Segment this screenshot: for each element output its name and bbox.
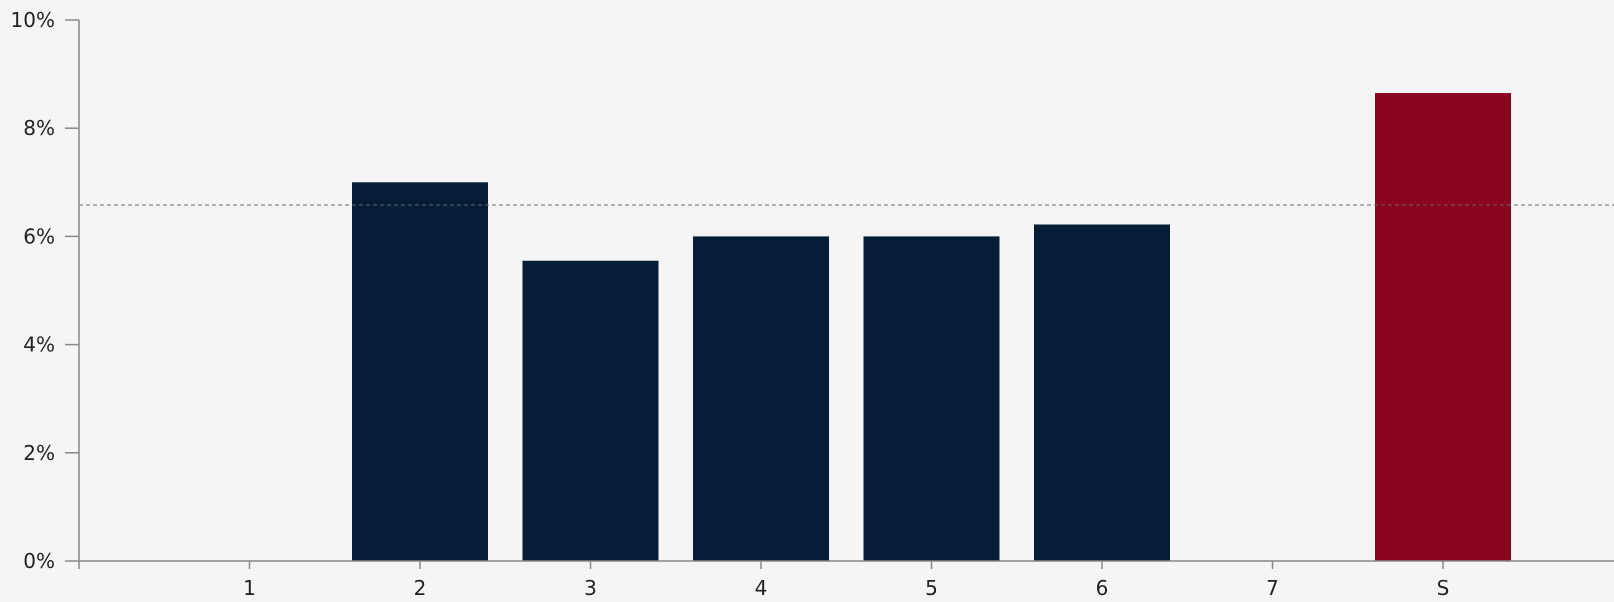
x-tick-label: 4 — [755, 576, 768, 600]
bars — [352, 93, 1511, 562]
axes — [78, 20, 1614, 569]
y-axis: 0% 2% 4% 6% 8% 10% — [11, 8, 79, 573]
x-axis: 1 2 3 4 5 6 7 S — [243, 561, 1449, 600]
y-tick-label: 2% — [23, 441, 55, 465]
bar-S — [1375, 93, 1511, 561]
bar-4 — [693, 236, 829, 561]
x-tick-label: 6 — [1096, 576, 1109, 600]
bar-5 — [863, 236, 1000, 561]
bar-3 — [522, 260, 659, 561]
y-tick-label: 4% — [23, 333, 55, 357]
y-tick-label: 10% — [11, 8, 55, 32]
x-tick-label: 1 — [243, 576, 256, 600]
y-tick-label: 8% — [23, 116, 55, 140]
x-tick-label: S — [1437, 576, 1450, 600]
x-tick-label: 2 — [414, 576, 427, 600]
y-tick-label: 6% — [23, 224, 55, 248]
x-tick-label: 3 — [584, 576, 597, 600]
x-tick-label: 7 — [1266, 576, 1279, 600]
x-tick-label: 5 — [925, 576, 938, 600]
bar-2 — [352, 182, 488, 562]
bar-6 — [1034, 224, 1170, 562]
y-tick-label: 0% — [23, 549, 55, 573]
